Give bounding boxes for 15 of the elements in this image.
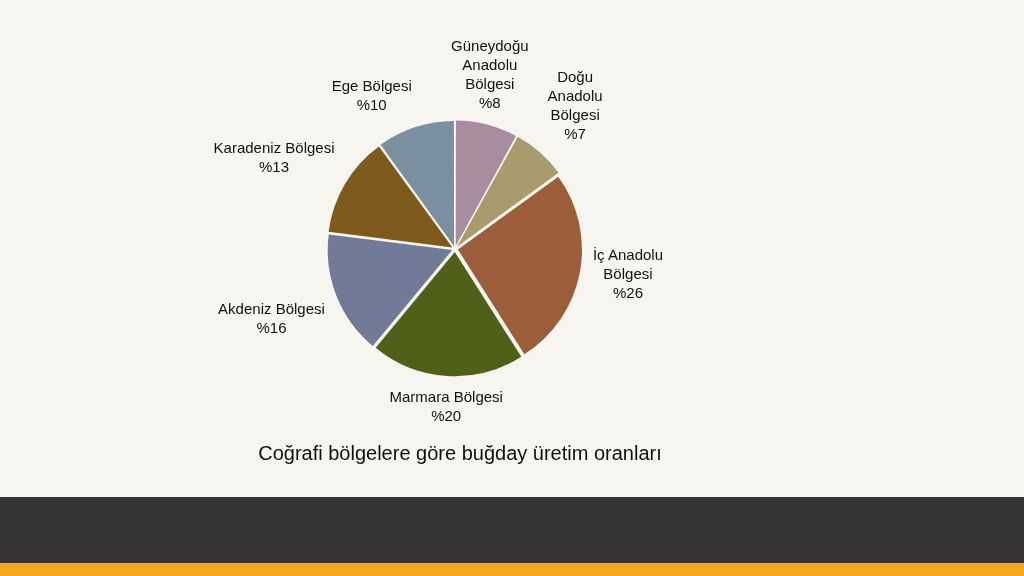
- data-label: %20: [431, 407, 462, 425]
- slice-label: Karadeniz Bölgesi: [213, 139, 335, 157]
- slice-label: Marmara Bölgesi: [389, 388, 503, 406]
- slice-label: Akdeniz Bölgesi: [218, 300, 325, 318]
- data-label: %13: [259, 158, 290, 176]
- text: Coğrafi bölgelere göre buğday üretim oranları: [258, 442, 662, 464]
- slice-label: Güneydoğu Anadolu Bölgesi: [451, 37, 529, 93]
- slice-label: İç Anadolu Bölgesi: [592, 246, 663, 283]
- data-label: %16: [256, 319, 287, 337]
- data-label: %26: [612, 284, 643, 302]
- data-label: %7: [564, 124, 586, 142]
- slice-label: Ege Bölgesi: [331, 77, 412, 95]
- slice-label: Doğu Anadolu Bölgesi: [547, 67, 603, 123]
- data-label: %8: [478, 94, 501, 112]
- data-label: %10: [356, 96, 387, 114]
